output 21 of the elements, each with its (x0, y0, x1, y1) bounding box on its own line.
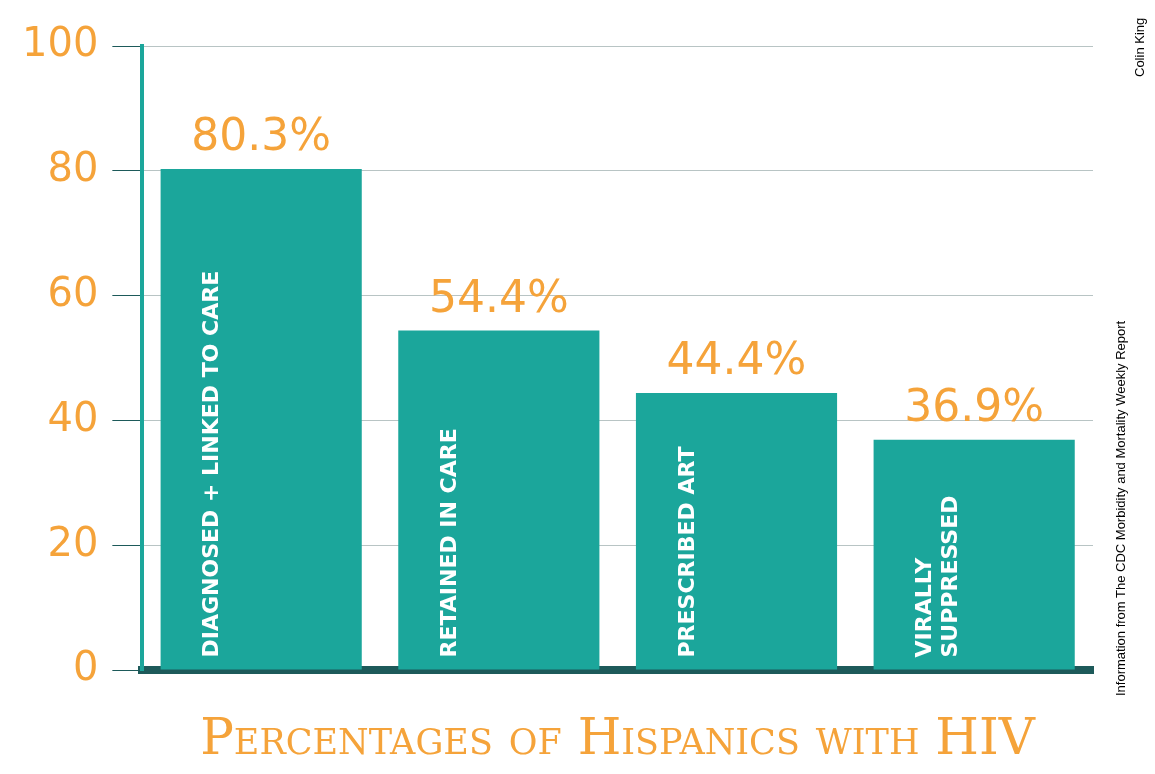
y-tick-label: 100 (21, 19, 99, 66)
y-tick-label: 60 (47, 268, 99, 315)
data-label: 80.3% (191, 109, 332, 161)
text: Information from The CDC Morbidity and Mortality Weekly Report (1113, 319, 1128, 696)
y-tick-label: 0 (72, 643, 99, 690)
data-label: 36.9% (904, 380, 1045, 432)
y-tick-label: 20 (47, 518, 99, 565)
bar (160, 168, 362, 670)
y-tick-label: 40 (47, 393, 99, 440)
data-label: 44.4% (666, 333, 807, 385)
text: Percentages of Hispanics with HIV (199, 708, 1037, 766)
text: Colin King (1132, 18, 1147, 80)
x-tick-label: DIAGNOSED + LINKED TO CARE (198, 270, 224, 658)
y-tick-label: 80 (47, 144, 99, 191)
data-label: 54.4% (428, 270, 569, 322)
x-tick-label: PRESCRIBED ART (673, 446, 699, 658)
x-tick-label: VIRALLY SUPPRESSED (911, 495, 963, 658)
bar (398, 330, 600, 670)
x-tick-label: RETAINED IN CARE (435, 428, 461, 658)
bar (635, 392, 838, 670)
bar (873, 439, 1075, 670)
